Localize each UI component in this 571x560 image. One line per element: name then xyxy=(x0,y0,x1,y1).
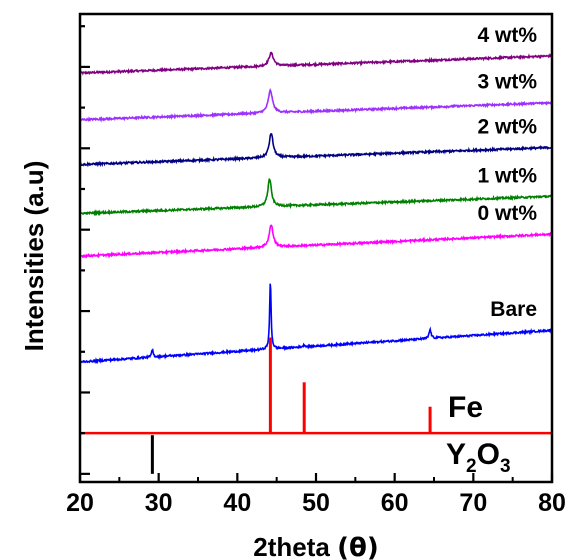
reference-label-y2o3: Y2O3 xyxy=(446,438,511,477)
x-axis-ticks: 20 30 40 50 60 70 80 xyxy=(66,473,566,517)
x-tick-label: 20 xyxy=(66,489,94,517)
series-label: 0 wt% xyxy=(477,202,537,225)
series-label: 1 wt% xyxy=(477,164,537,187)
x-tick-label: 70 xyxy=(459,489,487,517)
x-tick-label: 50 xyxy=(302,489,330,517)
series-label: 2 wt% xyxy=(477,116,537,139)
series-labels: 4 wt% 3 wt% 2 wt% 1 wt% 0 wt% Bare Fe Y2O3 xyxy=(446,24,537,477)
series-label: 3 wt% xyxy=(477,71,537,94)
series-line xyxy=(80,134,552,165)
series-label: 4 wt% xyxy=(477,24,537,47)
series-line xyxy=(80,284,552,363)
x-tick-label: 60 xyxy=(381,489,409,517)
y-axis-ticks xyxy=(80,26,90,474)
y-axis-title: Intensities (a.u) xyxy=(19,161,49,352)
x-tick-label: 30 xyxy=(145,489,173,517)
series-line xyxy=(80,225,552,257)
series-label: Bare xyxy=(490,298,537,321)
x-axis-title: 2theta (θ) xyxy=(253,532,378,560)
reference-label-fe: Fe xyxy=(448,391,483,424)
x-tick-label: 40 xyxy=(223,489,251,517)
x-tick-label: 80 xyxy=(538,489,566,517)
